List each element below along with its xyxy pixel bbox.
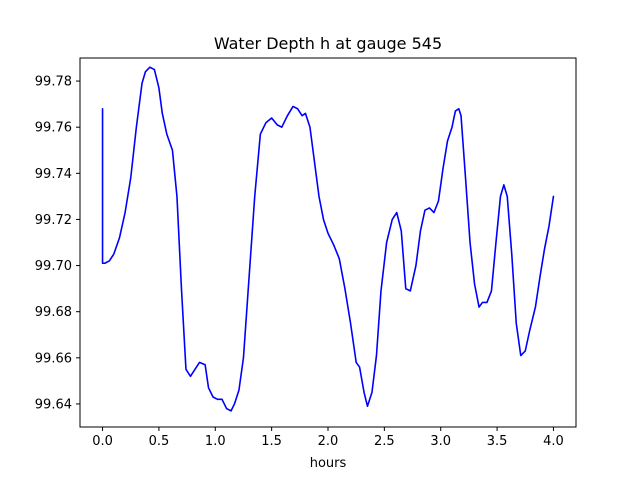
x-tick-label: 0.0 [92, 434, 113, 449]
x-tick-label: 4.0 [543, 434, 564, 449]
x-tick-label: 1.5 [261, 434, 282, 449]
x-tick-label: 1.0 [205, 434, 226, 449]
x-axis-label: hours [310, 456, 347, 471]
y-tick-label: 99.76 [35, 121, 72, 136]
x-tick-label: 3.0 [430, 434, 451, 449]
chart-title: Water Depth h at gauge 545 [214, 34, 442, 53]
y-tick-label: 99.78 [35, 75, 72, 90]
y-tick-label: 99.66 [35, 351, 72, 366]
y-tick-label: 99.72 [35, 213, 72, 228]
x-tick-label: 2.0 [318, 434, 339, 449]
series-line-0 [101, 66, 555, 412]
x-tick-label: 2.5 [374, 434, 395, 449]
y-tick-label: 99.70 [35, 259, 72, 274]
y-tick-label: 99.64 [35, 397, 72, 412]
y-tick-label: 99.68 [35, 305, 72, 320]
axis-ticks: 0.0 0.5 1.0 1.5 2.0 2.5 3.0 3.5 4.0 99.64 99.66 99.… [35, 75, 564, 449]
y-tick-label: 99.74 [35, 167, 72, 182]
x-tick-label: 0.5 [149, 434, 170, 449]
x-tick-label: 3.5 [487, 434, 508, 449]
